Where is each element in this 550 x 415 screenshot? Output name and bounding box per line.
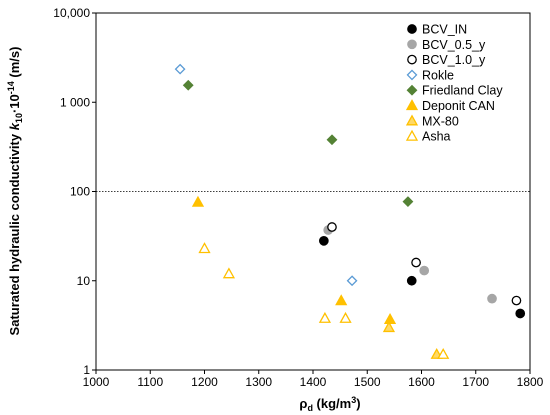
data-point-asha	[437, 347, 450, 359]
x-tick-label: 1600	[408, 375, 435, 389]
legend-marker-mx-80	[405, 114, 419, 126]
data-point-rokle	[174, 63, 186, 75]
y-tick-label: 1	[83, 363, 90, 377]
y-tick-label: 100	[70, 185, 90, 199]
data-point-bcv-0-5-y	[419, 265, 430, 276]
legend-label-friedland-clay: Friedland Clay	[422, 84, 503, 98]
x-tick-label: 1700	[462, 375, 489, 389]
data-point-friedland-clay	[402, 196, 414, 208]
legend-label-bcv-0-5-y: BCV_0.5_y	[422, 38, 486, 52]
legend-label-mx-80: MX-80	[422, 114, 459, 128]
legend-marker-bcv-1-0-y	[407, 54, 417, 65]
legend-label-bcv-in: BCV_IN	[422, 23, 467, 37]
legend-marker-bcv-0-5-y	[407, 39, 417, 50]
x-tick-label: 1800	[517, 375, 544, 389]
x-tick-label: 1000	[83, 375, 110, 389]
data-point-asha	[339, 311, 352, 323]
data-point-rokle	[346, 275, 358, 287]
legend-label-asha: Asha	[422, 130, 451, 144]
y-tick-label: 1 000	[60, 95, 90, 109]
x-tick-label: 1400	[300, 375, 327, 389]
legend-marker-deponit-can	[405, 99, 419, 111]
x-tick-label: 1100	[137, 375, 163, 389]
legend-marker-friedland-clay	[406, 84, 418, 96]
legend-label-rokle: Rokle	[422, 68, 454, 82]
data-point-friedland-clay	[326, 134, 338, 146]
x-tick-label: 1200	[191, 375, 218, 389]
axes: 1000 1100 1200 1300 1400 1500 1600 1700 1800 1 10 1…	[53, 6, 543, 389]
plot-area	[96, 63, 530, 359]
data-point-bcv-1-0-y	[511, 295, 522, 306]
legend-label-bcv-1-0-y: BCV_1.0_y	[422, 53, 486, 67]
y-tick-label: 10	[77, 274, 91, 288]
data-point-bcv-in	[515, 308, 526, 319]
data-point-mx-80	[382, 321, 396, 333]
x-tick-label: 1500	[354, 375, 381, 389]
data-point-asha	[198, 242, 211, 254]
data-point-deponit-can	[335, 294, 348, 306]
x-tick-label: 1300	[245, 375, 272, 389]
data-point-bcv-1-0-y	[411, 257, 421, 268]
data-point-bcv-in	[318, 235, 329, 246]
data-point-friedland-clay	[182, 79, 194, 91]
data-point-asha	[318, 311, 332, 323]
data-point-deponit-can	[191, 195, 205, 207]
data-point-bcv-1-0-y	[327, 222, 337, 232]
x-axis-title: ρd (kg/m3)	[299, 395, 360, 413]
legend-label-deponit-can: Deponit CAN	[422, 99, 495, 113]
data-point-bcv-in	[406, 275, 417, 286]
data-point-bcv-0-5-y	[487, 293, 497, 304]
data-point-asha	[222, 267, 236, 279]
y-axis-title: Saturated hydraulic conductivity k10·10-…	[6, 47, 24, 336]
legend-marker-bcv-in	[407, 24, 417, 34]
legend-marker-asha	[405, 129, 419, 141]
y-tick-label: 10,000	[53, 6, 90, 20]
legend-marker-rokle	[406, 69, 418, 81]
